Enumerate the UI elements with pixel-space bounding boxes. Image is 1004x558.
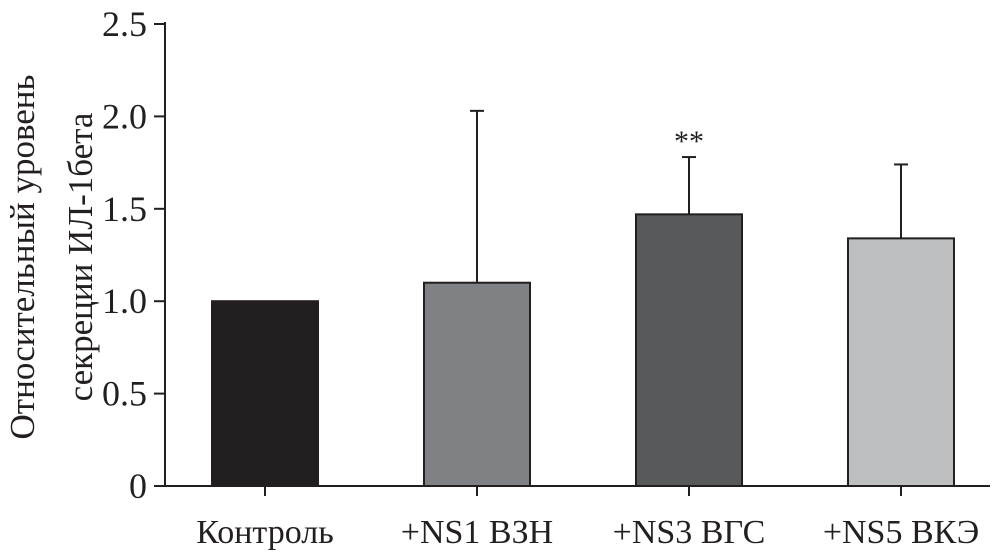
significance-annotation-0: ** bbox=[674, 125, 704, 158]
y-tick-label-2: 1.0 bbox=[102, 281, 147, 321]
x-ticks: Контроль +NS1 ВЗН +NS3 ВГС +NS5 ВКЭ bbox=[196, 486, 979, 551]
y-tick-label-5: 2.5 bbox=[102, 4, 147, 44]
axes bbox=[164, 22, 990, 487]
y-tick-label-1: 0.5 bbox=[102, 374, 147, 414]
bar-1 bbox=[423, 281, 531, 487]
bar-0 bbox=[211, 300, 319, 488]
bar-3 bbox=[847, 237, 955, 487]
x-tick-label-1: +NS1 ВЗН bbox=[401, 514, 553, 551]
x-tick-label-3: +NS5 ВКЭ bbox=[823, 514, 979, 551]
error-bars-layer bbox=[470, 109, 908, 283]
y-axis-label: Относительный уровень секреции ИЛ-1бета bbox=[3, 75, 100, 440]
bar-2 bbox=[635, 213, 743, 487]
x-tick-label-0: Контроль bbox=[196, 514, 333, 551]
y-tick-label-3: 1.5 bbox=[102, 189, 147, 229]
y-axis-label-line-2: секреции ИЛ-1бета bbox=[61, 112, 100, 401]
y-tick-label-0: 0 bbox=[129, 466, 147, 506]
annotations: ** bbox=[674, 125, 704, 158]
x-tick-label-2: +NS3 ВГС bbox=[613, 514, 766, 551]
bars-layer bbox=[211, 213, 955, 488]
y-ticks: 0 0.5 1.0 1.5 2.0 2.5 bbox=[102, 4, 165, 506]
y-axis-label-line-1: Относительный уровень bbox=[3, 75, 42, 440]
y-tick-label-4: 2.0 bbox=[102, 96, 147, 136]
